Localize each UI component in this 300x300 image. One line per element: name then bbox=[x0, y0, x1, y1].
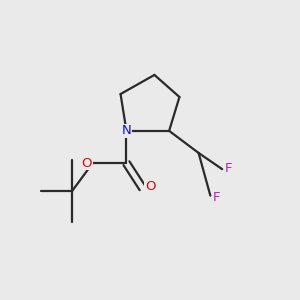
Text: N: N bbox=[122, 124, 131, 137]
Text: O: O bbox=[81, 157, 92, 170]
Text: O: O bbox=[145, 180, 155, 193]
Text: F: F bbox=[213, 190, 220, 204]
Text: F: F bbox=[225, 162, 232, 175]
